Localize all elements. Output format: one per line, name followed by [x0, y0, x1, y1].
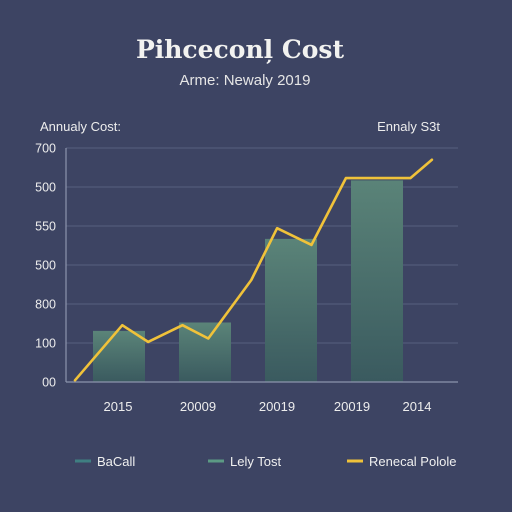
y-axis-title-right: Ennaly S3t	[377, 119, 440, 134]
x-tick-label: 2015	[104, 399, 133, 414]
legend-label: Renecal Polole	[369, 454, 456, 469]
line-series-path	[73, 158, 434, 382]
x-tick-label: 20019	[334, 399, 370, 414]
y-tick-labels: 00 100 800 500 550 500 700	[35, 142, 56, 390]
y-tick-label: 800	[35, 298, 56, 312]
legend: BaCall Lely Tost Renecal Polole	[75, 454, 456, 469]
x-tick-labels: 2015 20009 20019 20019 2014	[104, 399, 432, 414]
y-tick-label: 500	[35, 259, 56, 273]
y-tick-label: 100	[35, 337, 56, 351]
bar	[179, 323, 231, 382]
x-tick-label: 20009	[180, 399, 216, 414]
bar	[93, 331, 145, 382]
chart-title: Pihceconļ Cost	[136, 35, 345, 64]
y-tick-label: 700	[35, 142, 56, 156]
bar	[351, 181, 403, 382]
bars	[93, 180, 403, 382]
y-tick-label: 550	[35, 220, 56, 234]
bar	[265, 239, 317, 382]
x-tick-label: 20019	[259, 399, 295, 414]
y-tick-label: 00	[42, 376, 56, 390]
x-tick-label: 2014	[403, 399, 432, 414]
line-series	[73, 158, 434, 382]
chart-subtitle: Arme: Newaly 2019	[180, 72, 311, 89]
legend-label: Lely Tost	[230, 454, 281, 469]
legend-label: BaCall	[97, 454, 135, 469]
y-axis-title-left: Annualy Cost:	[40, 119, 121, 134]
y-tick-label: 500	[35, 181, 56, 195]
